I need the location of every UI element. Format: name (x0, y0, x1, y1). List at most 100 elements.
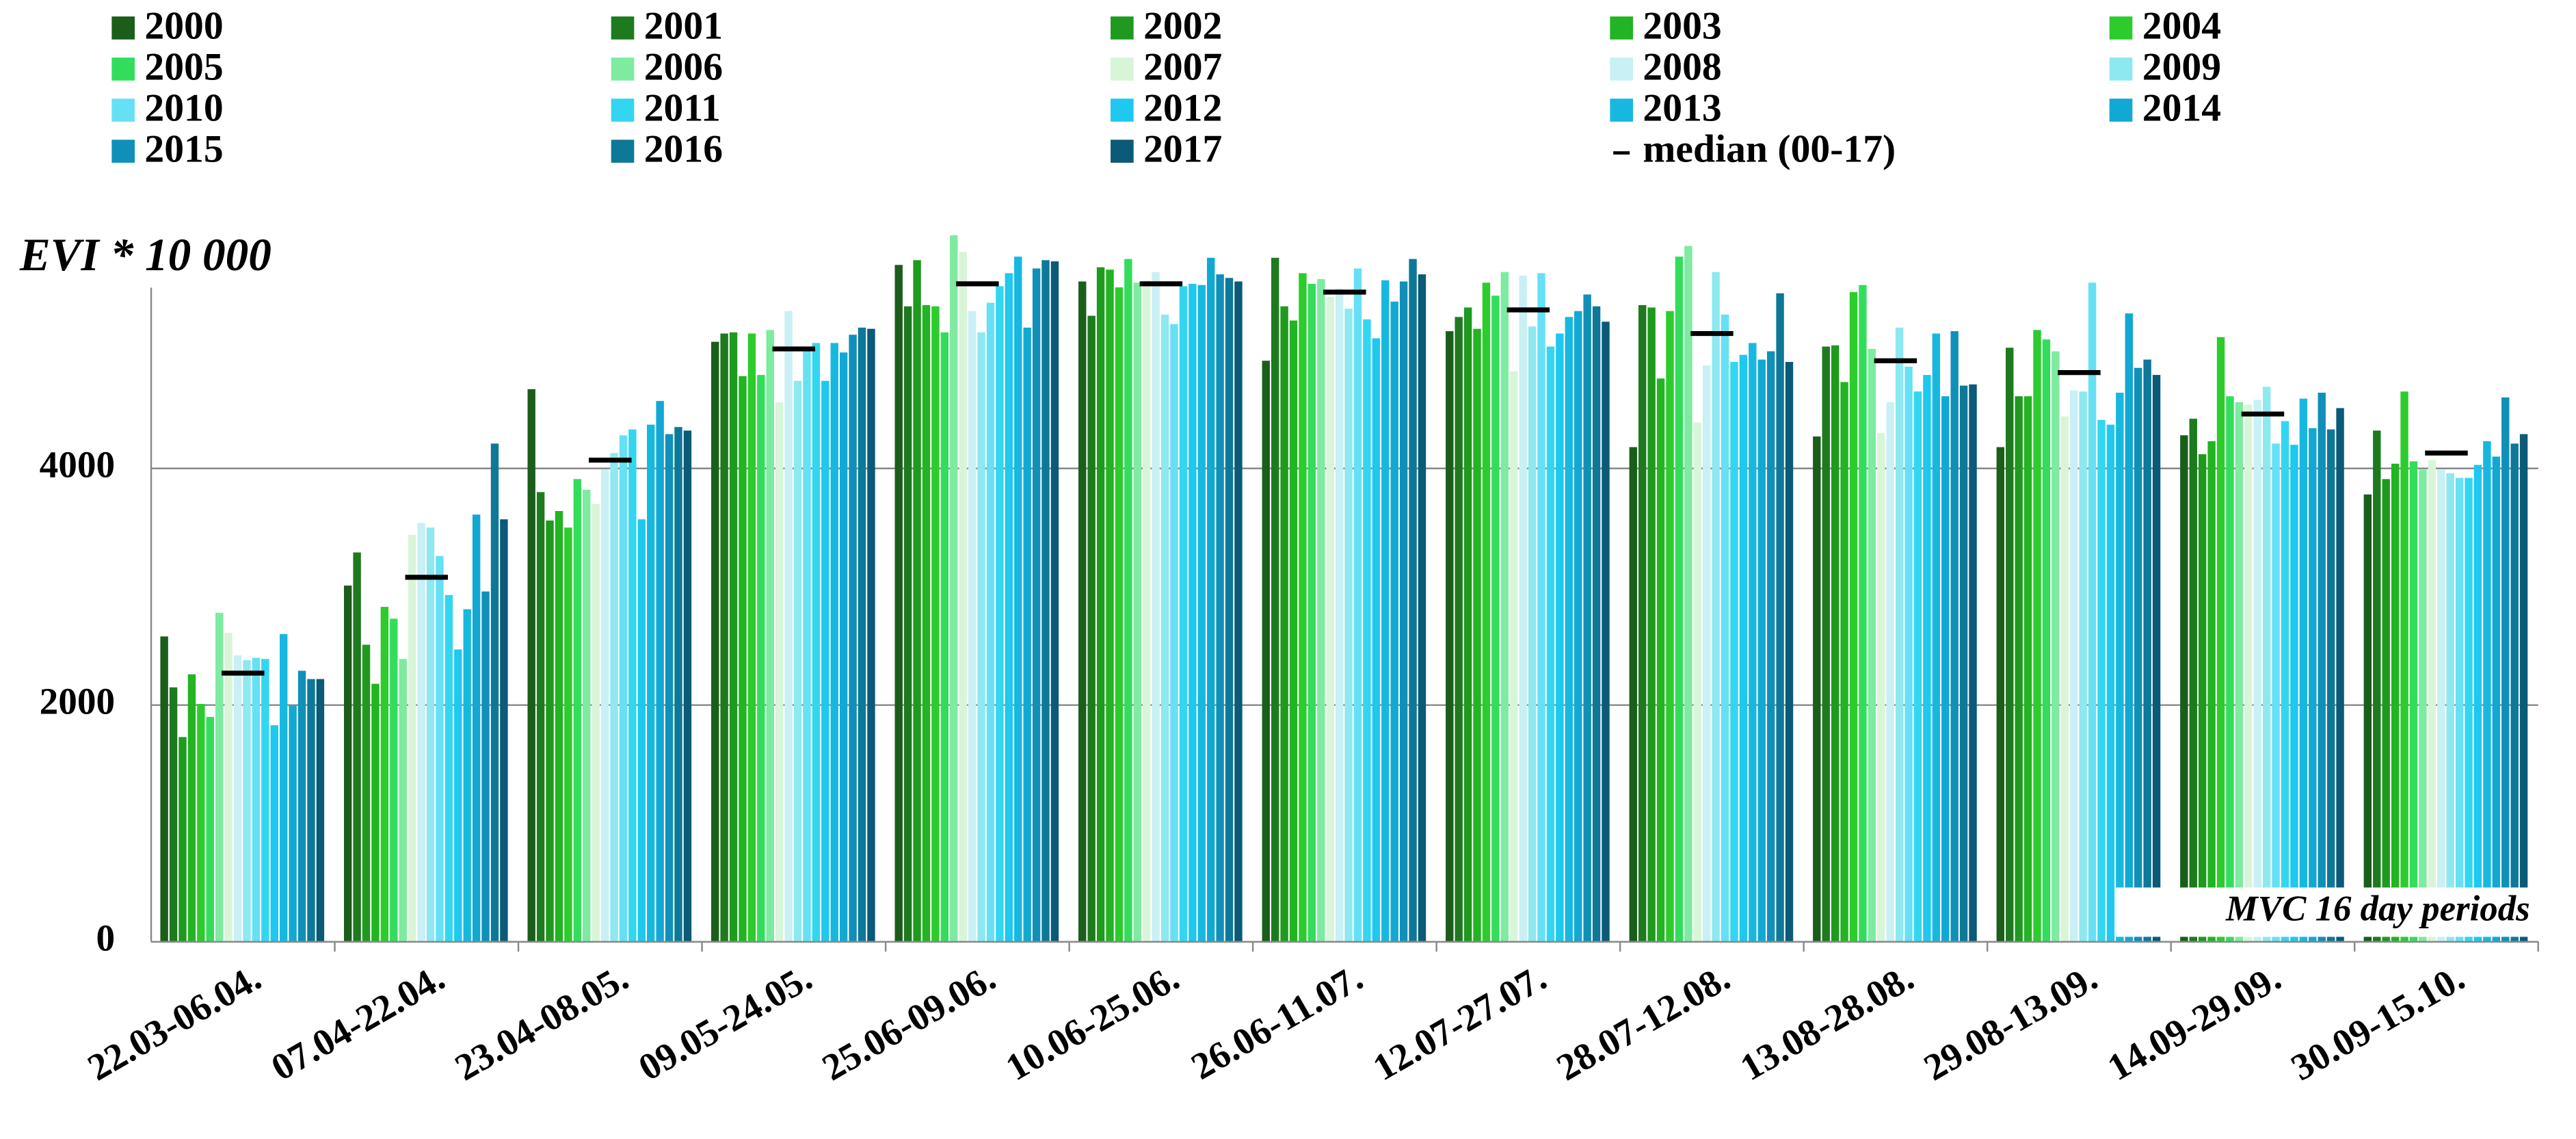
bar (2299, 398, 2308, 942)
bar (2070, 390, 2078, 942)
bar (527, 389, 535, 942)
bar (1565, 317, 1574, 942)
bar (178, 737, 187, 942)
bar (1363, 319, 1371, 942)
legend-label: 2002 (1143, 5, 1222, 48)
annotation-box (2116, 887, 2538, 937)
bar (2290, 445, 2298, 942)
bar (2281, 421, 2289, 942)
x-tick-label: 25.06-09.06. (815, 956, 1002, 1088)
bar (1473, 328, 1481, 942)
bar (2437, 469, 2445, 942)
bar (2235, 402, 2244, 942)
bar (2519, 434, 2528, 942)
bar (2419, 469, 2427, 942)
bar (968, 311, 977, 942)
bar (2492, 456, 2501, 942)
bar (1996, 447, 2005, 942)
bar (1372, 338, 1381, 942)
bar (1537, 273, 1545, 942)
bar (1574, 311, 1582, 942)
bar (1666, 311, 1674, 942)
legend-label: 2004 (2142, 5, 2221, 48)
x-tick-label: 14.09-29.09. (2101, 956, 2288, 1088)
x-tick-label: 09.05-24.05. (631, 956, 819, 1088)
legend-swatch (611, 57, 635, 81)
bar (224, 633, 233, 942)
bar (1739, 354, 1748, 942)
bar (1629, 447, 1637, 942)
y-tick-label: 4000 (40, 443, 116, 485)
bar (2318, 393, 2326, 942)
bar (197, 703, 205, 942)
legend-label: 2009 (2142, 46, 2221, 89)
bar (839, 352, 848, 942)
bar (757, 375, 765, 942)
bar (1050, 261, 1059, 942)
bar (1904, 366, 1913, 942)
bar (1721, 314, 1729, 942)
bar (775, 402, 784, 942)
bar (674, 427, 682, 942)
bar (1500, 272, 1509, 942)
bar (2272, 443, 2280, 942)
bar (2216, 337, 2225, 942)
bar (1822, 346, 1830, 942)
bar (1381, 280, 1390, 942)
legend-swatch (111, 57, 135, 81)
legend-label: 2011 (644, 87, 721, 130)
bar (821, 380, 829, 942)
bar (1831, 345, 1840, 942)
bar (362, 644, 371, 942)
bar (950, 235, 958, 942)
bar (1959, 385, 1968, 942)
bar (1206, 257, 1215, 942)
bar (1647, 307, 1656, 942)
bar (1923, 375, 1931, 942)
bar (1785, 362, 1794, 942)
bar (573, 479, 582, 942)
bar (1160, 314, 1169, 942)
bar (996, 286, 1004, 942)
bar (1197, 285, 1206, 942)
legend-label: 2012 (1143, 87, 1222, 130)
x-tick-label: 10.06-25.06. (999, 956, 1186, 1088)
bar (2510, 443, 2519, 942)
bar (1133, 283, 1142, 942)
bar (1491, 296, 1500, 942)
x-tick-label: 13.08-28.08. (1734, 956, 1921, 1088)
legend-swatch (111, 99, 135, 122)
bar (2382, 479, 2390, 942)
bar (903, 306, 912, 942)
bar (2088, 283, 2097, 942)
bar (683, 430, 692, 942)
bar (206, 716, 214, 942)
legend-label: 2006 (644, 46, 723, 89)
bar (1868, 349, 1876, 942)
legend-swatch (611, 99, 635, 122)
bar (1482, 283, 1491, 942)
bar (628, 429, 637, 942)
bar (656, 401, 664, 942)
legend-swatch (2109, 99, 2133, 122)
bar (2363, 494, 2372, 942)
bar (2483, 441, 2491, 942)
bar (1087, 315, 1096, 942)
bar (1418, 274, 1426, 942)
bar (2373, 430, 2381, 942)
bar (1005, 273, 1013, 942)
bar (454, 649, 462, 942)
x-tick-label: 07.04-22.04. (264, 956, 451, 1088)
bar (739, 376, 747, 942)
bar (1849, 292, 1858, 942)
bar (261, 659, 269, 942)
bar (1353, 268, 1362, 942)
bar (2033, 330, 2041, 942)
bar (1592, 306, 1601, 942)
bar (1583, 294, 1591, 942)
bar (1702, 365, 1711, 942)
bar (1225, 278, 1234, 942)
bar (215, 612, 224, 942)
bar (2189, 419, 2197, 942)
